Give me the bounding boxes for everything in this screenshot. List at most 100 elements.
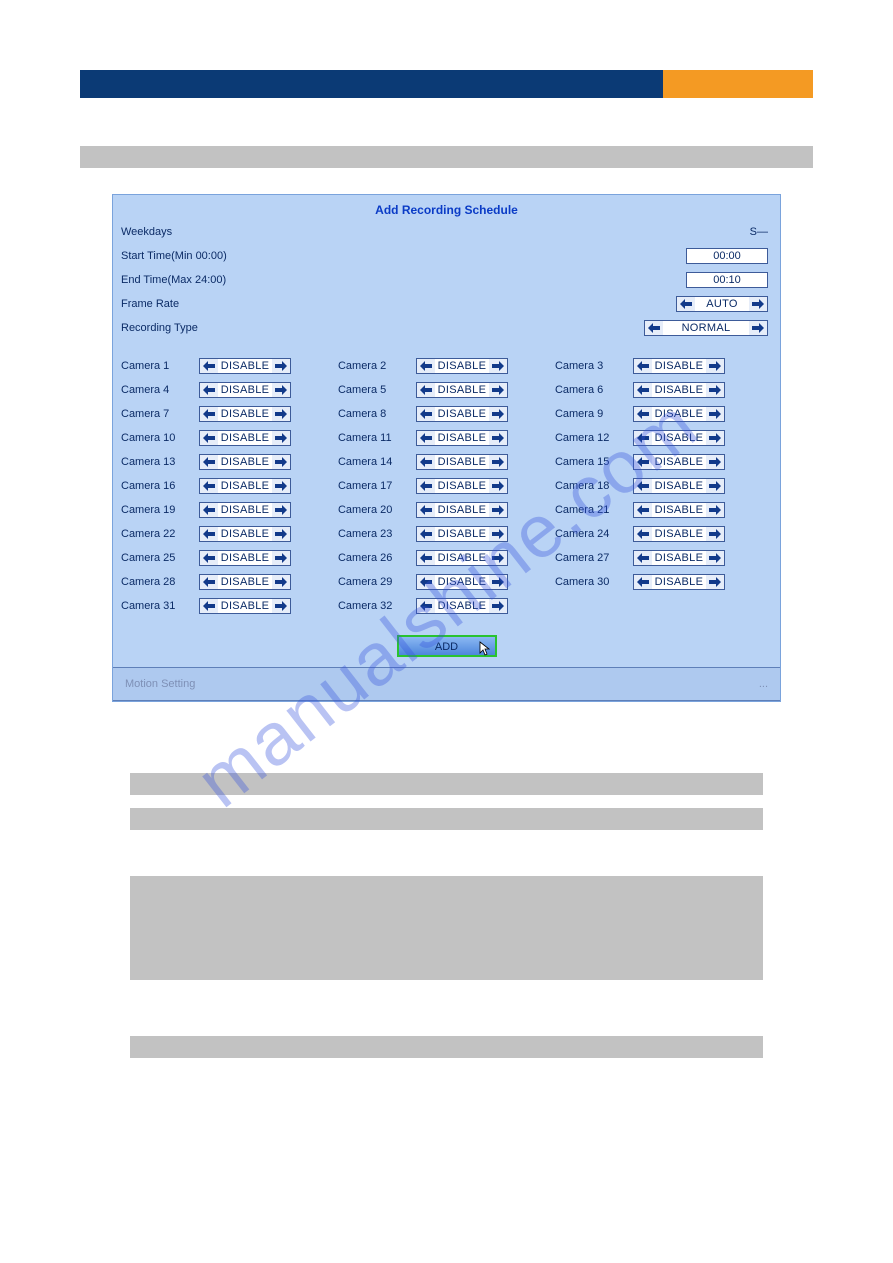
camera-32-prev-button[interactable] — [417, 599, 435, 613]
camera-10-next-button[interactable] — [272, 431, 290, 445]
camera-15-stepper[interactable]: DISABLE — [633, 454, 725, 470]
camera-18-prev-button[interactable] — [634, 479, 652, 493]
camera-29-next-button[interactable] — [489, 575, 507, 589]
camera-21-stepper[interactable]: DISABLE — [633, 502, 725, 518]
camera-12-next-button[interactable] — [706, 431, 724, 445]
camera-24-next-button[interactable] — [706, 527, 724, 541]
camera-20-prev-button[interactable] — [417, 503, 435, 517]
add-button[interactable]: ADD — [397, 635, 497, 657]
camera-29-prev-button[interactable] — [417, 575, 435, 589]
camera-23-stepper[interactable]: DISABLE — [416, 526, 508, 542]
camera-12-prev-button[interactable] — [634, 431, 652, 445]
camera-16-stepper[interactable]: DISABLE — [199, 478, 291, 494]
camera-22-prev-button[interactable] — [200, 527, 218, 541]
camera-25-prev-button[interactable] — [200, 551, 218, 565]
camera-28-stepper[interactable]: DISABLE — [199, 574, 291, 590]
camera-31-next-button[interactable] — [272, 599, 290, 613]
recording-type-prev-button[interactable] — [645, 321, 663, 335]
camera-27-prev-button[interactable] — [634, 551, 652, 565]
camera-22-next-button[interactable] — [272, 527, 290, 541]
camera-13-next-button[interactable] — [272, 455, 290, 469]
camera-4-next-button[interactable] — [272, 383, 290, 397]
camera-6-next-button[interactable] — [706, 383, 724, 397]
camera-7-prev-button[interactable] — [200, 407, 218, 421]
recording-type-next-button[interactable] — [749, 321, 767, 335]
camera-1-stepper[interactable]: DISABLE — [199, 358, 291, 374]
camera-31-prev-button[interactable] — [200, 599, 218, 613]
camera-11-prev-button[interactable] — [417, 431, 435, 445]
camera-7-stepper[interactable]: DISABLE — [199, 406, 291, 422]
camera-30-stepper[interactable]: DISABLE — [633, 574, 725, 590]
camera-27-stepper[interactable]: DISABLE — [633, 550, 725, 566]
camera-4-stepper[interactable]: DISABLE — [199, 382, 291, 398]
camera-4-prev-button[interactable] — [200, 383, 218, 397]
camera-18-stepper[interactable]: DISABLE — [633, 478, 725, 494]
camera-5-stepper[interactable]: DISABLE — [416, 382, 508, 398]
camera-24-stepper[interactable]: DISABLE — [633, 526, 725, 542]
camera-2-stepper[interactable]: DISABLE — [416, 358, 508, 374]
camera-17-prev-button[interactable] — [417, 479, 435, 493]
camera-29-stepper[interactable]: DISABLE — [416, 574, 508, 590]
camera-2-prev-button[interactable] — [417, 359, 435, 373]
camera-25-stepper[interactable]: DISABLE — [199, 550, 291, 566]
recording-type-stepper[interactable]: NORMAL — [644, 320, 768, 336]
camera-2-next-button[interactable] — [489, 359, 507, 373]
camera-9-next-button[interactable] — [706, 407, 724, 421]
camera-9-stepper[interactable]: DISABLE — [633, 406, 725, 422]
camera-12-stepper[interactable]: DISABLE — [633, 430, 725, 446]
camera-28-prev-button[interactable] — [200, 575, 218, 589]
camera-11-next-button[interactable] — [489, 431, 507, 445]
camera-24-prev-button[interactable] — [634, 527, 652, 541]
frame-rate-stepper[interactable]: AUTO — [676, 296, 768, 312]
camera-8-next-button[interactable] — [489, 407, 507, 421]
frame-rate-next-button[interactable] — [749, 297, 767, 311]
camera-23-next-button[interactable] — [489, 527, 507, 541]
camera-1-prev-button[interactable] — [200, 359, 218, 373]
camera-17-next-button[interactable] — [489, 479, 507, 493]
camera-6-prev-button[interactable] — [634, 383, 652, 397]
camera-19-prev-button[interactable] — [200, 503, 218, 517]
camera-21-next-button[interactable] — [706, 503, 724, 517]
camera-25-next-button[interactable] — [272, 551, 290, 565]
camera-20-next-button[interactable] — [489, 503, 507, 517]
camera-14-prev-button[interactable] — [417, 455, 435, 469]
camera-1-next-button[interactable] — [272, 359, 290, 373]
camera-14-stepper[interactable]: DISABLE — [416, 454, 508, 470]
camera-32-next-button[interactable] — [489, 599, 507, 613]
camera-3-prev-button[interactable] — [634, 359, 652, 373]
camera-7-next-button[interactable] — [272, 407, 290, 421]
camera-18-next-button[interactable] — [706, 479, 724, 493]
camera-23-prev-button[interactable] — [417, 527, 435, 541]
camera-3-stepper[interactable]: DISABLE — [633, 358, 725, 374]
camera-5-prev-button[interactable] — [417, 383, 435, 397]
camera-10-stepper[interactable]: DISABLE — [199, 430, 291, 446]
start-time-input[interactable]: 00:00 — [686, 248, 768, 264]
camera-32-stepper[interactable]: DISABLE — [416, 598, 508, 614]
camera-16-prev-button[interactable] — [200, 479, 218, 493]
camera-30-next-button[interactable] — [706, 575, 724, 589]
camera-19-stepper[interactable]: DISABLE — [199, 502, 291, 518]
camera-8-stepper[interactable]: DISABLE — [416, 406, 508, 422]
camera-26-stepper[interactable]: DISABLE — [416, 550, 508, 566]
camera-19-next-button[interactable] — [272, 503, 290, 517]
camera-26-next-button[interactable] — [489, 551, 507, 565]
camera-9-prev-button[interactable] — [634, 407, 652, 421]
camera-30-prev-button[interactable] — [634, 575, 652, 589]
camera-22-stepper[interactable]: DISABLE — [199, 526, 291, 542]
camera-15-next-button[interactable] — [706, 455, 724, 469]
camera-8-prev-button[interactable] — [417, 407, 435, 421]
camera-21-prev-button[interactable] — [634, 503, 652, 517]
camera-20-stepper[interactable]: DISABLE — [416, 502, 508, 518]
camera-16-next-button[interactable] — [272, 479, 290, 493]
camera-26-prev-button[interactable] — [417, 551, 435, 565]
camera-13-prev-button[interactable] — [200, 455, 218, 469]
camera-13-stepper[interactable]: DISABLE — [199, 454, 291, 470]
camera-6-stepper[interactable]: DISABLE — [633, 382, 725, 398]
camera-5-next-button[interactable] — [489, 383, 507, 397]
camera-11-stepper[interactable]: DISABLE — [416, 430, 508, 446]
camera-14-next-button[interactable] — [489, 455, 507, 469]
camera-27-next-button[interactable] — [706, 551, 724, 565]
end-time-input[interactable]: 00:10 — [686, 272, 768, 288]
camera-17-stepper[interactable]: DISABLE — [416, 478, 508, 494]
frame-rate-prev-button[interactable] — [677, 297, 695, 311]
